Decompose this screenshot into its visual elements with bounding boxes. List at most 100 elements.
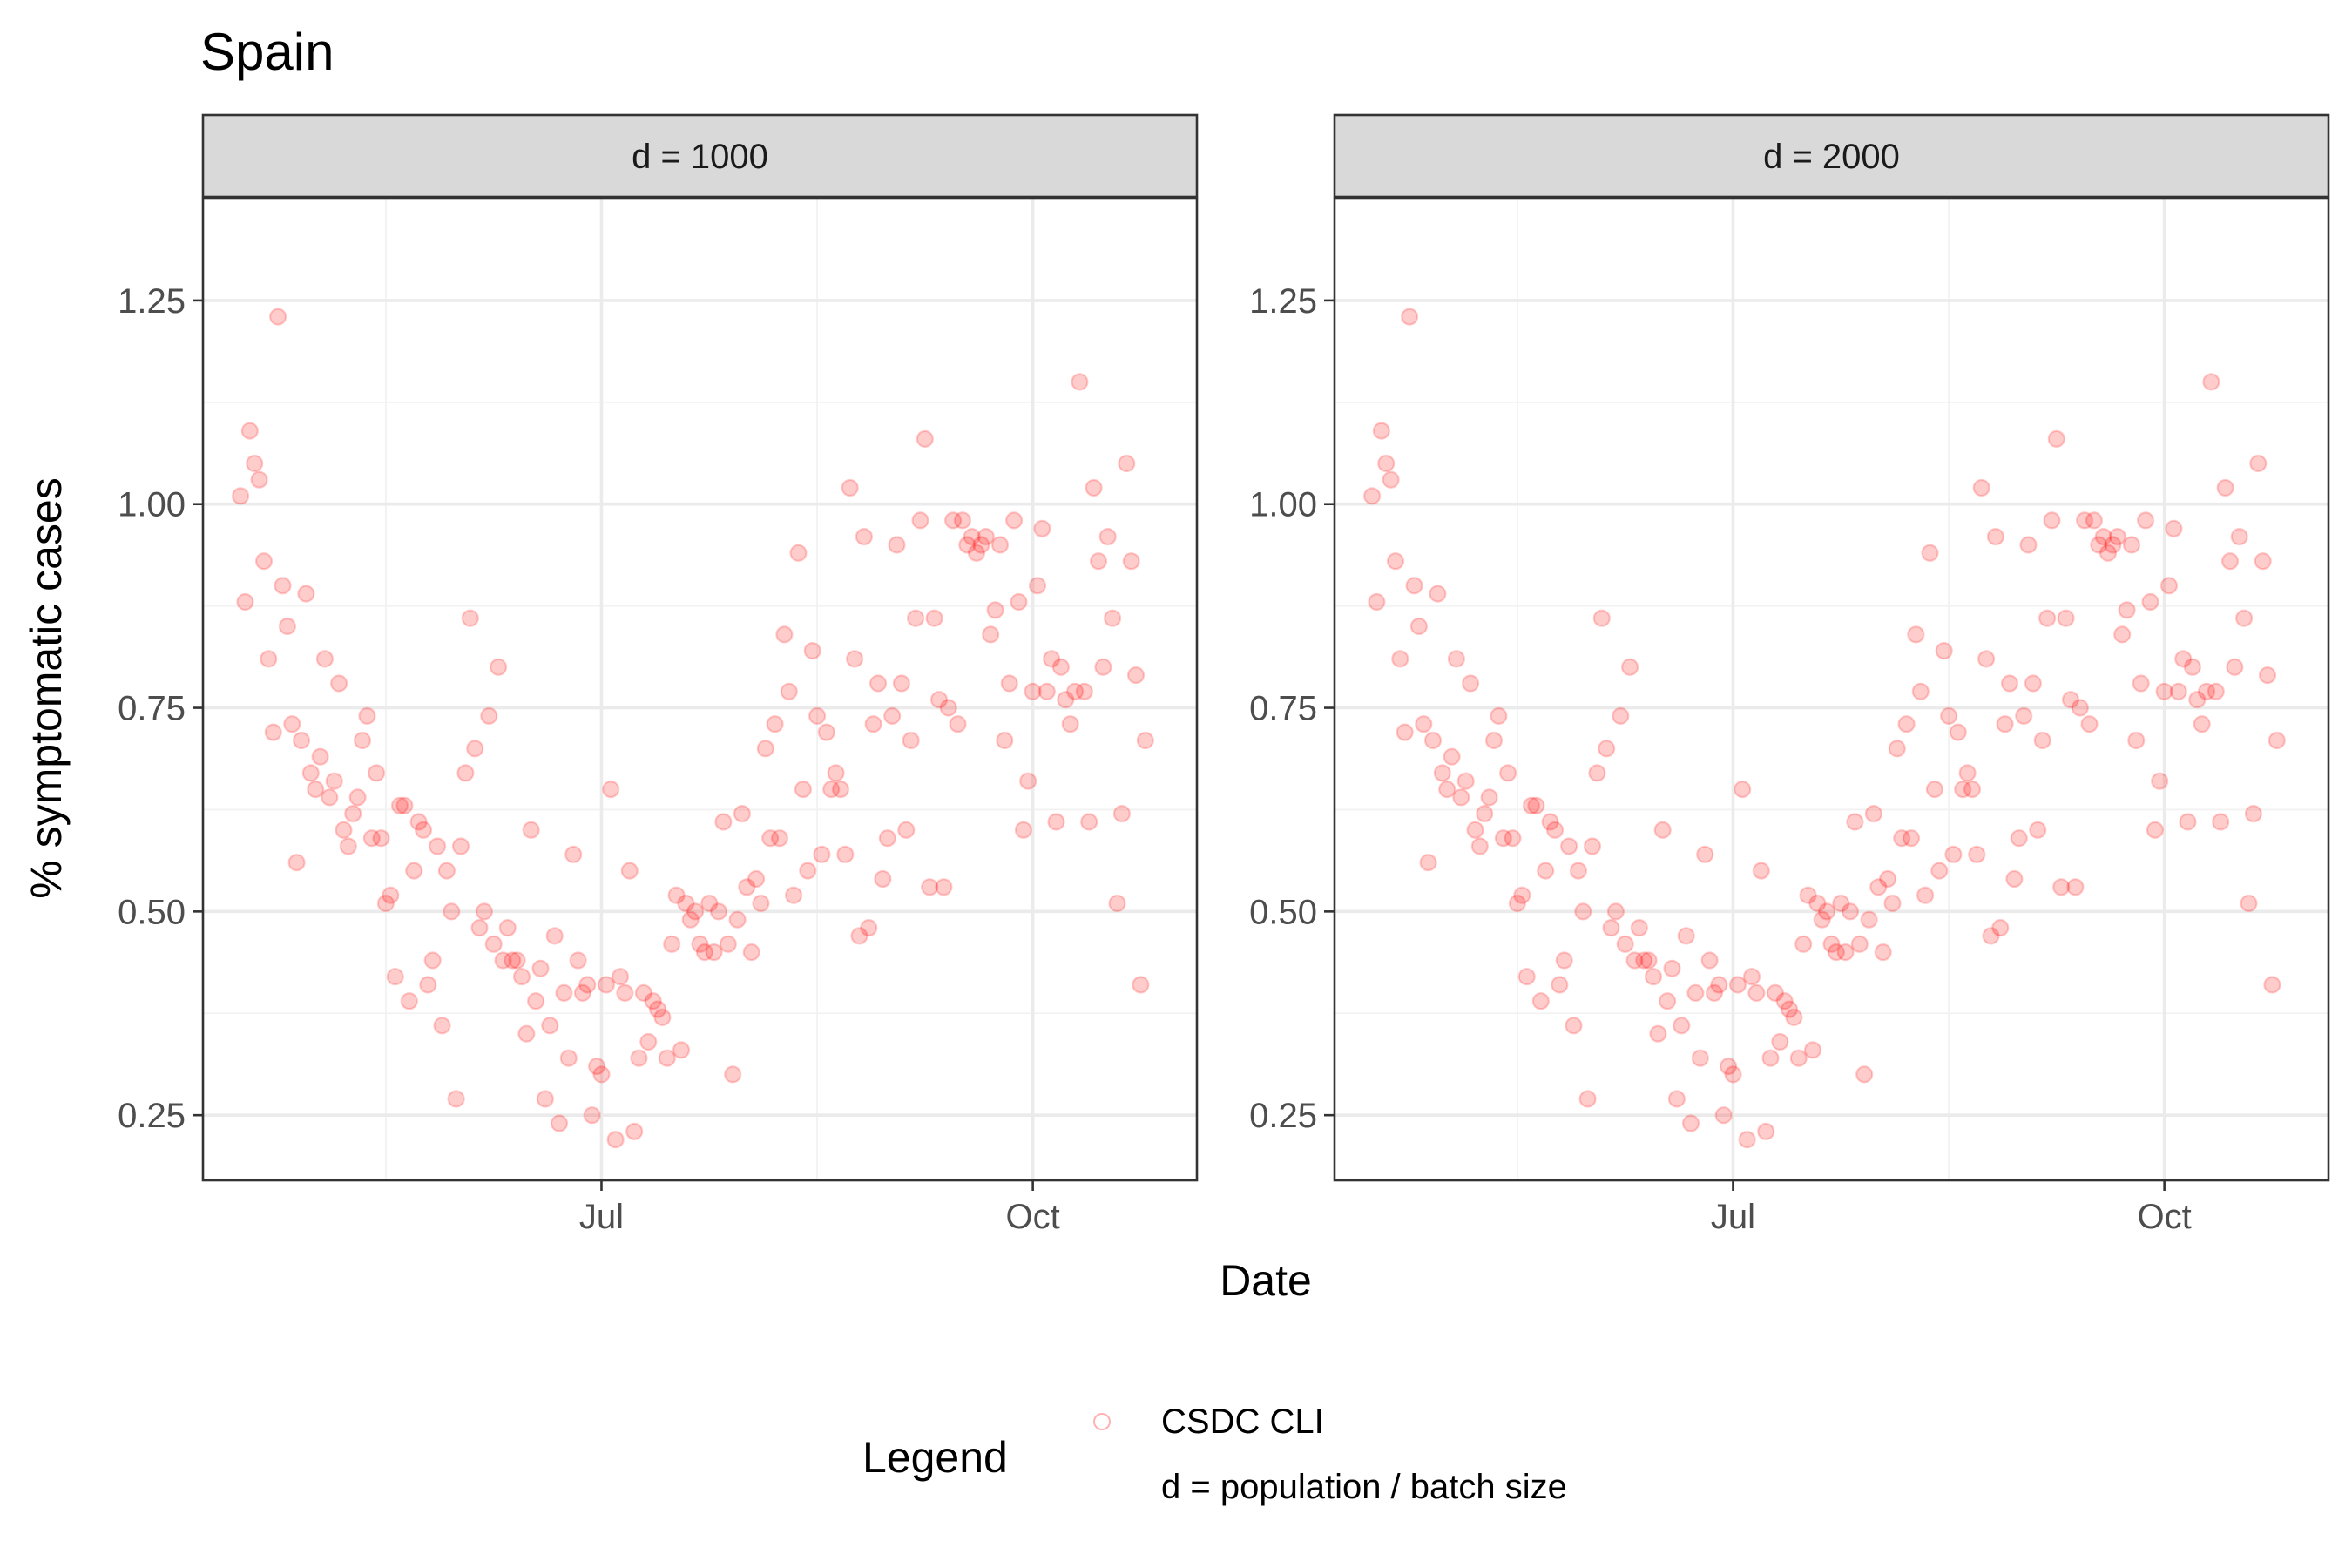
data-point bbox=[395, 796, 414, 814]
facet-panel-2: d = 2000 0.25 0.50 0.75 1.00 1.25 Jul Oct bbox=[1249, 113, 2330, 1236]
facet-panel-1: d = 1000 0.25 0.50 0.75 1.00 1.25 Jul Oct bbox=[118, 113, 1199, 1236]
data-point bbox=[620, 862, 639, 880]
data-point bbox=[1663, 959, 1681, 977]
data-point bbox=[1996, 715, 2014, 733]
strip-label-2: d = 2000 bbox=[1763, 138, 1900, 176]
data-point bbox=[1085, 478, 1103, 497]
data-point bbox=[2029, 821, 2047, 839]
data-point bbox=[1789, 1049, 1808, 1067]
data-point bbox=[1051, 658, 1071, 676]
data-point bbox=[1527, 796, 1545, 814]
data-point bbox=[780, 682, 798, 700]
data-point bbox=[1494, 829, 1512, 848]
data-point bbox=[1569, 862, 1588, 880]
data-point bbox=[1757, 1122, 1775, 1141]
data-point bbox=[1075, 682, 1093, 700]
data-point bbox=[1620, 658, 1639, 676]
data-point bbox=[1480, 788, 1498, 807]
data-point bbox=[508, 951, 526, 970]
data-point bbox=[433, 1017, 451, 1035]
data-point bbox=[1061, 715, 1079, 733]
data-point bbox=[390, 796, 409, 814]
grid-2 bbox=[1335, 199, 2328, 1180]
data-point bbox=[1405, 577, 1423, 595]
data-point bbox=[330, 674, 348, 693]
data-point bbox=[719, 935, 737, 953]
data-point bbox=[967, 544, 986, 562]
data-point bbox=[817, 723, 835, 741]
data-point bbox=[860, 918, 878, 937]
data-point bbox=[2212, 813, 2230, 831]
data-point bbox=[667, 886, 686, 904]
data-point bbox=[1598, 740, 1616, 758]
data-point bbox=[864, 715, 882, 733]
data-point bbox=[2244, 804, 2262, 823]
data-point bbox=[1037, 682, 1056, 700]
data-point bbox=[1673, 1017, 1691, 1035]
data-point bbox=[2155, 682, 2173, 700]
data-point bbox=[1368, 592, 1386, 612]
data-point bbox=[658, 1049, 676, 1067]
data-point bbox=[260, 650, 278, 668]
data-point bbox=[634, 983, 653, 1003]
data-point bbox=[2085, 511, 2103, 530]
data-point bbox=[2263, 976, 2281, 994]
data-point bbox=[2047, 429, 2065, 448]
data-point bbox=[2015, 706, 2033, 726]
data-point bbox=[606, 1131, 625, 1149]
data-point bbox=[972, 536, 990, 554]
data-point bbox=[1888, 740, 1906, 758]
data-point bbox=[429, 837, 447, 855]
data-point bbox=[2179, 813, 2197, 831]
data-point bbox=[1738, 1131, 1756, 1149]
data-point bbox=[1667, 1090, 1686, 1108]
data-point bbox=[1484, 731, 1504, 750]
data-point bbox=[592, 1065, 611, 1084]
data-point bbox=[935, 878, 953, 896]
data-point bbox=[466, 740, 484, 758]
data-point bbox=[1602, 918, 1620, 937]
data-point bbox=[1869, 878, 1888, 896]
data-point bbox=[963, 527, 981, 546]
data-point bbox=[400, 992, 418, 1010]
data-point bbox=[1803, 1041, 1822, 1059]
data-point bbox=[1000, 674, 1018, 693]
data-point bbox=[1734, 780, 1752, 799]
data-point bbox=[1136, 731, 1154, 750]
data-point bbox=[512, 968, 531, 986]
data-point bbox=[2104, 536, 2122, 554]
strip-label-1: d = 1000 bbox=[632, 138, 768, 176]
data-point bbox=[1841, 902, 1860, 921]
data-point bbox=[1065, 682, 1085, 700]
data-point bbox=[644, 992, 662, 1010]
data-point bbox=[1635, 951, 1653, 970]
data-point bbox=[630, 1049, 648, 1067]
data-point bbox=[1836, 943, 1855, 962]
data-point bbox=[1658, 992, 1677, 1010]
data-point bbox=[1616, 935, 1634, 953]
data-point bbox=[906, 609, 925, 627]
data-point bbox=[1612, 706, 1630, 726]
data-point bbox=[897, 821, 916, 839]
data-point bbox=[977, 527, 995, 546]
data-point bbox=[287, 854, 306, 872]
data-point bbox=[443, 902, 461, 921]
data-point bbox=[1433, 764, 1451, 782]
data-point bbox=[845, 650, 864, 668]
data-point bbox=[437, 862, 456, 880]
data-point bbox=[1864, 804, 1882, 823]
legend-key-point bbox=[1093, 1413, 1111, 1430]
data-point bbox=[504, 951, 522, 970]
data-point bbox=[1883, 894, 1902, 913]
data-point bbox=[996, 731, 1014, 750]
data-point bbox=[2159, 577, 2179, 595]
data-point bbox=[2038, 609, 2057, 627]
y-tick-label: 0.75 bbox=[1249, 690, 1317, 728]
data-point bbox=[2193, 715, 2211, 733]
data-point bbox=[2183, 658, 2201, 676]
y-tick-label: 1.25 bbox=[118, 282, 186, 321]
data-point bbox=[1498, 764, 1517, 782]
data-point bbox=[1578, 1090, 1597, 1108]
data-point bbox=[1122, 552, 1140, 571]
